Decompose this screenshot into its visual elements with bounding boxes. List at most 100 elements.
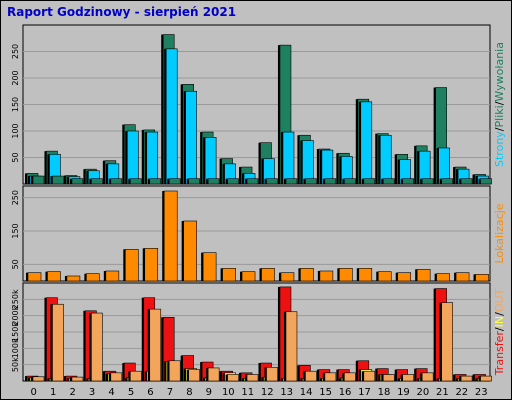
- bar-shadow: [164, 48, 167, 184]
- bar-shadow: [433, 87, 436, 184]
- bar-strony-22: [460, 178, 473, 185]
- bar-out-19: [402, 374, 415, 382]
- bar-out-3: [91, 312, 103, 382]
- bar-shadow: [277, 45, 280, 184]
- bar-strony-17: [363, 178, 376, 185]
- x-tick-label: 15: [319, 387, 332, 398]
- bar-shadow: [453, 374, 456, 381]
- x-tick-label: 21: [436, 387, 449, 398]
- bar-shadow: [283, 178, 286, 184]
- bar-shadow: [84, 273, 87, 281]
- bar-shadow: [219, 371, 222, 381]
- bar-shadow: [280, 378, 283, 381]
- bar-strony-19: [402, 178, 415, 185]
- bar-out-10: [227, 374, 239, 382]
- bar-shadow: [105, 163, 108, 184]
- bar-shadow: [108, 372, 111, 381]
- bar-shadow: [264, 367, 267, 381]
- bar-pliki-9: [204, 137, 217, 185]
- bar-shadow: [322, 372, 325, 381]
- x-tick-label: 22: [455, 387, 468, 398]
- bar-shadow: [220, 268, 223, 281]
- bar-strony-13: [285, 178, 298, 185]
- bar-shadow: [201, 252, 204, 281]
- bar-pliki-7: [165, 48, 178, 185]
- bar-shadow: [478, 178, 481, 184]
- bar-shadow: [395, 272, 398, 281]
- x-tick-label: 1: [50, 387, 56, 398]
- chart-title: Raport Godzinowy - sierpień 2021: [7, 5, 236, 19]
- bar-shadow: [240, 271, 243, 281]
- bar-shadow: [69, 377, 72, 381]
- bar-shadow: [180, 84, 183, 184]
- bar-shadow: [31, 176, 33, 184]
- bar-strony-11: [246, 178, 259, 185]
- y-tick-label: 50: [11, 152, 20, 162]
- bar-shadow: [89, 313, 92, 381]
- bar-out-7: [168, 360, 181, 382]
- bar-shadow: [142, 248, 145, 281]
- bar-shadow: [83, 310, 86, 381]
- bar-out-5: [129, 370, 142, 382]
- bar-shadow: [376, 271, 379, 281]
- bar-shadow: [203, 377, 206, 381]
- bar-shadow: [161, 317, 164, 381]
- bar-shadow: [475, 176, 478, 184]
- bar-lokalizacje-3: [86, 273, 100, 282]
- x-tick-label: 10: [222, 387, 235, 398]
- bar-shadow: [417, 151, 420, 184]
- bar-shadow: [25, 173, 27, 184]
- bar-lokalizacje-1: [47, 271, 61, 282]
- bar-out-2: [71, 376, 84, 382]
- bar-shadow: [472, 374, 475, 381]
- bar-lokalizacje-16: [339, 268, 353, 282]
- bar-strony-7: [168, 178, 181, 185]
- bar-shadow: [336, 153, 339, 184]
- bar-out-17: [363, 370, 376, 382]
- bar-shadow: [322, 178, 325, 184]
- bar-shadow: [342, 372, 345, 381]
- bar-shadow: [45, 271, 48, 281]
- bar-pliki-13: [282, 131, 295, 185]
- y-tick-label: 100: [11, 123, 20, 138]
- bar-out-15: [324, 372, 337, 382]
- bar-shadow: [303, 178, 306, 184]
- bar-strony-16: [344, 178, 356, 185]
- bar-shadow: [86, 170, 89, 184]
- bar-shadow: [358, 369, 361, 381]
- side-label-transfer: Transfer/IN/OUT: [493, 288, 506, 376]
- bar-shadow: [181, 221, 184, 281]
- bar-shadow: [167, 178, 170, 184]
- bar-shadow: [278, 272, 281, 281]
- bar-out-20: [421, 372, 434, 382]
- bar-shadow: [219, 158, 222, 184]
- bar-shadow: [339, 156, 342, 184]
- bar-shadow: [475, 378, 478, 381]
- bar-lokalizacje-13: [280, 272, 295, 282]
- bar-shadow: [420, 372, 423, 381]
- y-tick-label: 50k: [11, 357, 20, 372]
- bar-shadow: [86, 378, 89, 381]
- bar-out-23: [480, 375, 492, 382]
- bar-lokalizacje-17: [358, 268, 373, 282]
- bar-strony-10: [227, 178, 239, 185]
- bar-shadow: [26, 272, 28, 281]
- x-tick-label: 11: [241, 387, 254, 398]
- bar-shadow: [103, 271, 106, 281]
- bar-shadow: [66, 176, 69, 184]
- x-tick-label: 9: [206, 387, 212, 398]
- bar-lokalizacje-7: [163, 190, 178, 282]
- bar-shadow: [164, 361, 167, 381]
- bar-out-22: [460, 375, 473, 382]
- y-tick-label: 50: [11, 259, 20, 269]
- y-tick-label: 250: [11, 190, 20, 205]
- bar-shadow: [400, 178, 403, 184]
- bar-shadow: [141, 297, 144, 381]
- bar-shadow: [300, 140, 303, 184]
- bar-shadow: [381, 374, 384, 381]
- bar-out-13: [285, 311, 298, 382]
- bar-shadow: [225, 178, 228, 184]
- bar-shadow: [420, 178, 423, 184]
- bar-shadow: [337, 268, 340, 281]
- bar-lokalizacje-21: [436, 273, 450, 282]
